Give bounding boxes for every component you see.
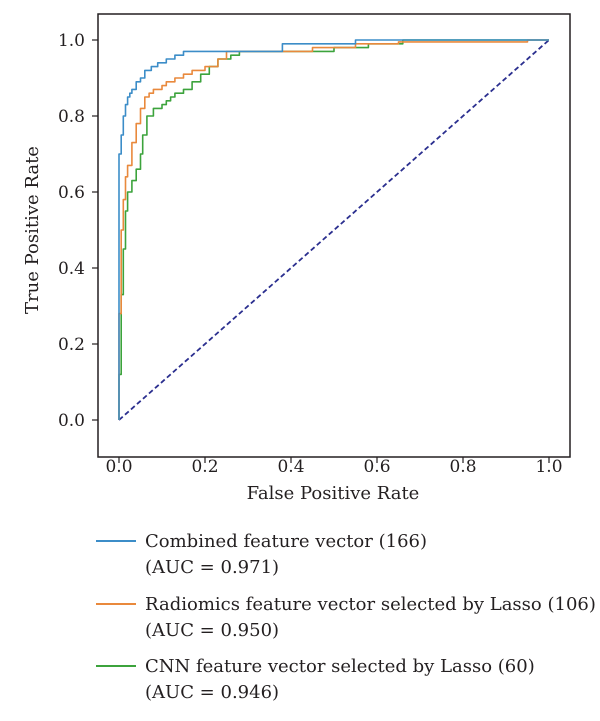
y-tick-label: 0.6 (58, 183, 85, 203)
y-axis-label: True Positive Rate (22, 146, 43, 314)
roc-curve-series-3 (118, 39, 549, 420)
roc-curve-series-1 (118, 39, 549, 420)
roc-curve-series-2 (118, 39, 549, 420)
y-tick-label: 0.2 (58, 335, 85, 355)
x-tick-label: 0.8 (449, 457, 476, 477)
chart-marks (118, 39, 550, 421)
plot-area (97, 13, 571, 458)
y-tick-label: 0.0 (58, 411, 85, 431)
x-tick-label: 0.0 (105, 457, 132, 477)
y-tick-label: 0.4 (58, 259, 85, 279)
legend-auc-label: (AUC = 0.946) (145, 682, 279, 703)
legend-series-name: CNN feature vector selected by Lasso (60… (145, 656, 535, 677)
x-tick-label: 1.0 (535, 457, 562, 477)
legend-auc-label: (AUC = 0.971) (145, 557, 279, 578)
x-tick-label: 0.6 (363, 457, 390, 477)
legend-series-name: Radiomics feature vector selected by Las… (145, 594, 596, 615)
x-tick-label: 0.2 (191, 457, 218, 477)
legend-auc-label: (AUC = 0.950) (145, 620, 279, 641)
y-tick-label: 1.0 (58, 31, 85, 51)
y-tick-label: 0.8 (58, 107, 85, 127)
legend-series-name: Combined feature vector (166) (145, 531, 427, 552)
legend: Combined feature vector (166) (AUC = 0.97… (96, 531, 596, 703)
x-tick-label: 0.4 (277, 457, 304, 477)
x-axis-label: False Positive Rate (247, 483, 420, 504)
axis-ticks: 0.0 0.2 0.4 0.6 0.8 1.0 0.0 0.2 0.4 0.6 0.8 1.0 (58, 31, 563, 477)
